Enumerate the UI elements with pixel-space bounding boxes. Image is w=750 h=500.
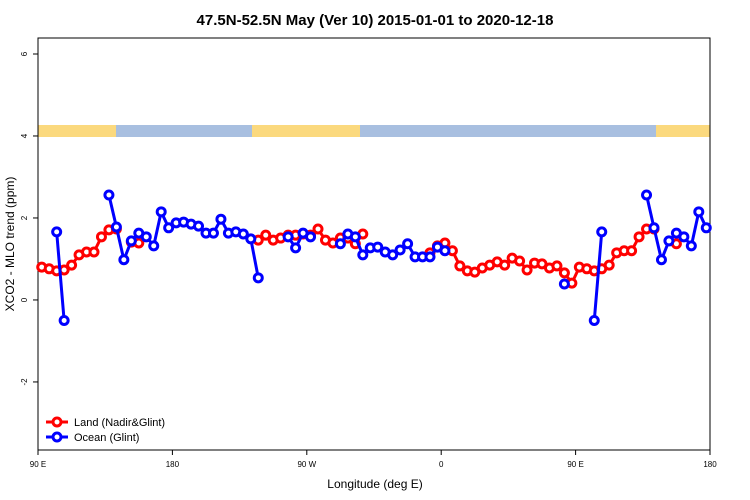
x-tick-label: 180 <box>703 460 717 469</box>
data-point <box>163 222 175 234</box>
y-tick-label: 4 <box>20 133 29 138</box>
data-point <box>349 231 361 243</box>
data-point <box>118 254 130 266</box>
plot-frame <box>37 37 711 451</box>
data-point <box>58 314 70 326</box>
data-point <box>155 206 167 218</box>
legend-marker <box>51 416 63 428</box>
data-point <box>103 189 115 201</box>
data-point <box>193 220 205 232</box>
data-point <box>252 272 264 284</box>
data-point <box>215 213 227 225</box>
land-strip <box>38 125 116 137</box>
data-point <box>514 255 526 267</box>
series-line <box>55 194 708 321</box>
data-point <box>700 222 712 234</box>
data-point <box>439 245 451 257</box>
ocean-strip <box>360 125 656 137</box>
data-point <box>641 189 653 201</box>
data-point <box>685 240 697 252</box>
data-point <box>521 264 533 276</box>
data-point <box>372 241 384 253</box>
data-point <box>394 244 406 256</box>
data-point <box>499 259 511 271</box>
data-point <box>245 233 257 245</box>
data-point <box>454 260 466 272</box>
data-point <box>125 235 137 247</box>
y-tick-label: 2 <box>20 215 29 220</box>
x-tick-label: 0 <box>439 460 444 469</box>
data-point <box>305 231 317 243</box>
data-point <box>51 226 63 238</box>
data-point <box>312 223 324 235</box>
data-point <box>678 231 690 243</box>
data-point <box>633 231 645 243</box>
y-tick-label: -2 <box>20 378 29 386</box>
surface-strip <box>38 125 710 137</box>
data-point <box>588 314 600 326</box>
data-point <box>88 246 100 258</box>
data-point <box>334 238 346 250</box>
data-point <box>290 242 302 254</box>
data-point <box>148 240 160 252</box>
data-point <box>237 228 249 240</box>
data-point <box>663 235 675 247</box>
data-point <box>424 251 436 263</box>
x-tick-label: 90 W <box>297 460 316 469</box>
data-point <box>626 245 638 257</box>
data-point <box>110 221 122 233</box>
x-tick-label: 180 <box>166 460 180 469</box>
data-point <box>648 222 660 234</box>
data-point <box>66 259 78 271</box>
data-point <box>551 260 563 272</box>
data-point <box>693 206 705 218</box>
data-point <box>402 238 414 250</box>
land-strip <box>656 125 710 137</box>
data-point <box>558 267 570 279</box>
y-tick-label: 0 <box>20 297 29 302</box>
data-point <box>140 231 152 243</box>
y-axis-label: XCO2 - MLO trend (ppm) <box>3 177 17 312</box>
x-tick-label: 90 E <box>30 460 46 469</box>
land-strip <box>252 125 360 137</box>
y-tick-label: 6 <box>20 51 29 56</box>
legend-label: Land (Nadir&Glint) <box>74 417 165 429</box>
data-point <box>603 259 615 271</box>
data-point <box>387 249 399 261</box>
data-point <box>207 227 219 239</box>
data-point <box>596 226 608 238</box>
ocean-strip <box>116 125 252 137</box>
chart-title: 47.5N-52.5N May (Ver 10) 2015-01-01 to 2… <box>197 12 554 29</box>
legend-label: Ocean (Glint) <box>74 432 139 444</box>
data-point <box>260 229 272 241</box>
data-point <box>282 231 294 243</box>
legend-marker <box>51 431 63 443</box>
x-axis-label: Longitude (deg E) <box>327 477 422 491</box>
data-point <box>558 278 570 290</box>
data-point <box>357 249 369 261</box>
x-tick-label: 90 E <box>567 460 583 469</box>
data-point <box>655 254 667 266</box>
data-point <box>95 231 107 243</box>
